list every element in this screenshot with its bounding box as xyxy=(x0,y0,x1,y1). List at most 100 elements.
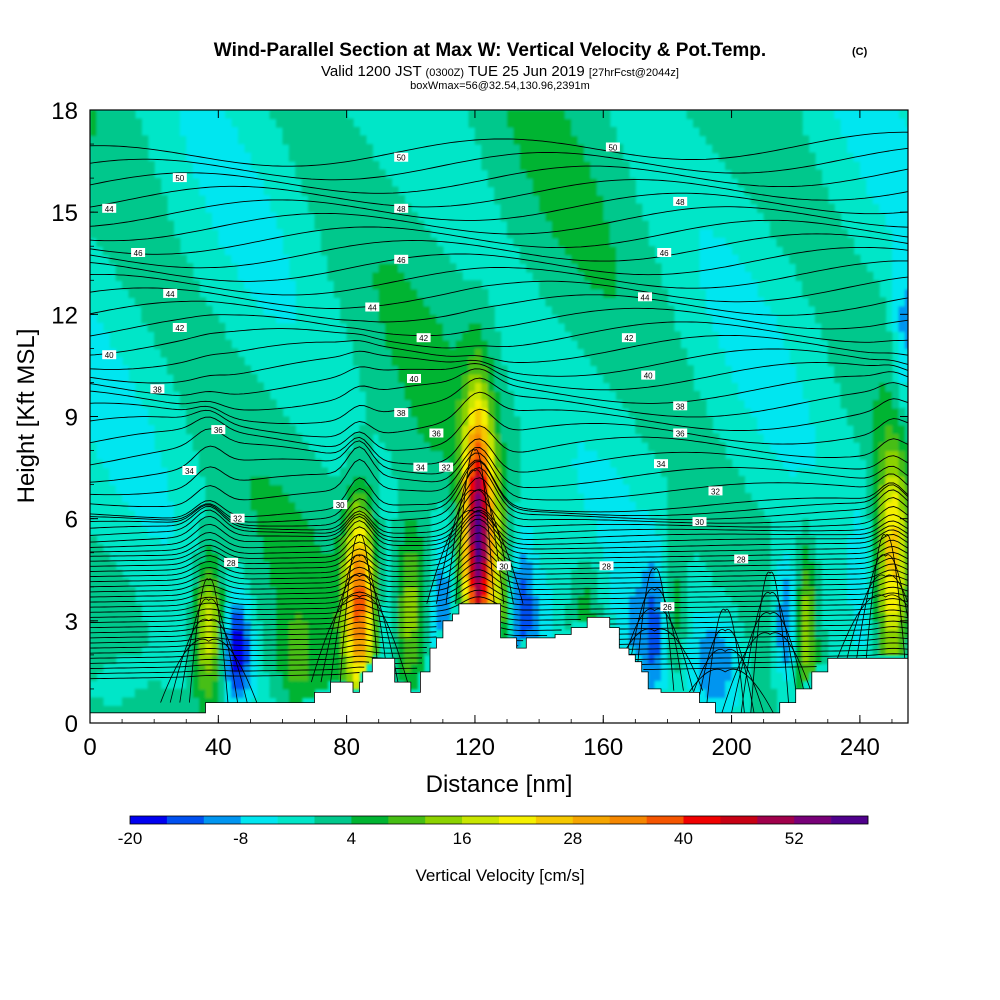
velocity-cell xyxy=(346,297,354,307)
velocity-cell xyxy=(725,331,733,341)
velocity-cell xyxy=(635,348,643,358)
velocity-cell xyxy=(96,629,104,639)
velocity-cell xyxy=(539,212,547,222)
velocity-cell xyxy=(770,339,778,349)
velocity-cell xyxy=(365,212,373,222)
velocity-cell xyxy=(211,186,219,196)
velocity-cell xyxy=(725,569,733,579)
velocity-cell xyxy=(468,544,476,554)
velocity-cell xyxy=(359,178,367,188)
velocity-cell xyxy=(295,697,303,707)
velocity-cell xyxy=(365,144,373,154)
velocity-cell xyxy=(430,467,437,477)
velocity-cell xyxy=(802,450,810,460)
velocity-cell xyxy=(134,459,142,469)
velocity-cell xyxy=(680,382,688,392)
velocity-cell xyxy=(385,442,393,452)
velocity-cell xyxy=(359,339,367,349)
velocity-cell xyxy=(256,450,264,460)
velocity-cell xyxy=(314,586,322,596)
velocity-cell xyxy=(802,135,810,145)
velocity-cell xyxy=(218,152,226,162)
velocity-cell xyxy=(455,484,463,494)
velocity-cell xyxy=(449,493,457,503)
velocity-cell xyxy=(282,442,290,452)
velocity-cell xyxy=(211,365,219,375)
velocity-cell xyxy=(462,305,470,315)
velocity-cell xyxy=(244,688,251,698)
velocity-cell xyxy=(738,578,745,588)
velocity-cell xyxy=(795,433,803,443)
velocity-cell xyxy=(494,356,502,366)
velocity-cell xyxy=(725,654,733,664)
velocity-cell xyxy=(648,620,656,630)
velocity-cell xyxy=(224,663,232,673)
velocity-cell xyxy=(199,433,207,443)
velocity-cell xyxy=(481,433,489,443)
velocity-cell xyxy=(474,297,482,307)
velocity-cell xyxy=(712,110,720,120)
velocity-cell xyxy=(616,382,624,392)
velocity-cell xyxy=(154,237,162,247)
velocity-cell xyxy=(282,518,290,528)
velocity-cell xyxy=(481,595,489,605)
velocity-cell xyxy=(128,203,136,213)
velocity-cell xyxy=(359,161,367,171)
velocity-cell xyxy=(782,127,790,137)
velocity-cell xyxy=(628,220,636,230)
velocity-cell xyxy=(365,493,373,503)
velocity-cell xyxy=(494,339,502,349)
velocity-cell xyxy=(160,467,168,477)
velocity-cell xyxy=(430,297,437,307)
velocity-cell xyxy=(731,305,739,315)
velocity-cell xyxy=(96,203,104,213)
velocity-cell xyxy=(372,467,380,477)
velocity-cell xyxy=(205,382,213,392)
velocity-cell xyxy=(96,118,104,128)
velocity-cell xyxy=(712,237,720,247)
velocity-cell xyxy=(808,203,816,213)
velocity-cell xyxy=(430,450,437,460)
velocity-cell xyxy=(616,595,624,605)
velocity-cell xyxy=(616,246,624,256)
velocity-cell xyxy=(654,305,662,315)
velocity-cell xyxy=(654,263,662,273)
velocity-cell xyxy=(423,408,431,418)
velocity-cell xyxy=(770,442,778,452)
velocity-cell xyxy=(545,118,553,128)
velocity-cell xyxy=(410,535,418,545)
velocity-cell xyxy=(301,544,309,554)
velocity-cell xyxy=(224,680,232,690)
velocity-cell xyxy=(256,535,264,545)
velocity-cell xyxy=(564,280,572,290)
velocity-cell xyxy=(436,322,444,332)
velocity-cell xyxy=(468,595,476,605)
velocity-cell xyxy=(211,212,219,222)
velocity-cell xyxy=(577,135,585,145)
velocity-cell xyxy=(423,646,431,656)
velocity-cell xyxy=(288,518,296,528)
velocity-cell xyxy=(269,442,277,452)
velocity-cell xyxy=(186,416,194,426)
velocity-cell xyxy=(410,365,418,375)
velocity-cell xyxy=(321,135,328,145)
velocity-cell xyxy=(699,629,707,639)
velocity-cell xyxy=(500,433,508,443)
velocity-cell xyxy=(507,408,514,418)
velocity-cell xyxy=(661,629,668,639)
velocity-cell xyxy=(109,220,117,230)
velocity-cell xyxy=(750,110,758,120)
velocity-cell xyxy=(725,510,733,520)
velocity-cell xyxy=(584,195,591,205)
velocity-cell xyxy=(346,178,354,188)
velocity-cell xyxy=(564,118,572,128)
velocity-cell xyxy=(256,254,264,264)
velocity-cell xyxy=(590,595,598,605)
velocity-cell xyxy=(507,169,514,179)
velocity-cell xyxy=(282,680,290,690)
velocity-cell xyxy=(333,203,341,213)
velocity-cell xyxy=(507,152,514,162)
velocity-cell xyxy=(128,220,136,230)
velocity-cell xyxy=(365,331,373,341)
velocity-cell xyxy=(507,110,514,120)
